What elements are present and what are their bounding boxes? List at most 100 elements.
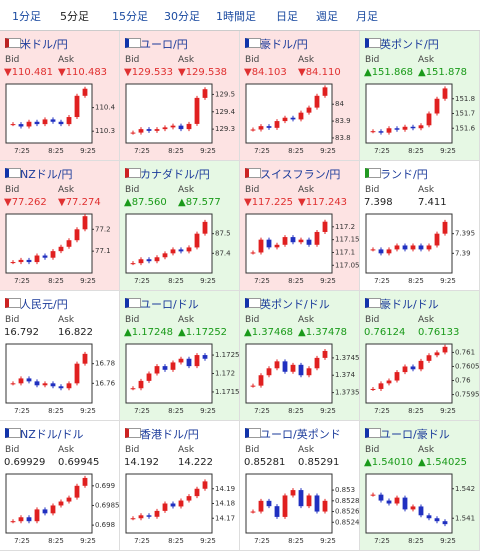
bid-label: Bid <box>245 445 260 455</box>
bid-label: Bid <box>245 315 260 325</box>
candle <box>250 511 256 513</box>
y-tick-label: 7.39 <box>455 249 471 257</box>
y-tick-label: 110.3 <box>95 127 115 135</box>
bid-label: Bid <box>5 185 20 195</box>
rate-cell[interactable]: 英ポンド/円 Bid Ask ▲151.868 ▲151.878 151.6 151.7 15… <box>360 31 480 161</box>
chart-frame <box>5 213 93 274</box>
candle <box>250 252 256 254</box>
rate-cell[interactable]: 豪ドル/ドル Bid Ask 0.76124 0.76133 0.7595 0.76 0.76… <box>360 291 480 421</box>
rate-cell[interactable]: 英ポンド/ドル Bid Ask ▲1.37468 ▲1.37478 1.3735 1.374… <box>240 291 360 421</box>
candle <box>194 355 200 367</box>
candle <box>442 221 448 234</box>
tab[interactable]: 月足 <box>356 10 378 23</box>
tab[interactable]: 日足 <box>276 10 298 23</box>
candle <box>370 249 376 251</box>
tab[interactable]: 15分足 <box>112 10 148 23</box>
bid-label: Bid <box>125 445 140 455</box>
ask-label: Ask <box>418 185 435 195</box>
x-tick-label: 7:25 <box>254 537 270 545</box>
y-tick-label: 129.4 <box>215 108 236 116</box>
y-tick-label: 0.699 <box>95 482 115 490</box>
rate-cell[interactable]: ユーロ/英ポンド Bid Ask 0.85281 0.85291 0.8524 0.8526… <box>240 421 360 551</box>
x-tick-label: 7:25 <box>14 537 30 545</box>
y-tick-label: 117.05 <box>335 261 360 269</box>
candle <box>434 98 440 114</box>
rate-cell[interactable]: ユーロ/豪ドル Bid Ask ▲1.54010 ▲1.54025 1.541 1.542 7… <box>360 421 480 551</box>
candle <box>386 249 392 254</box>
y-tick-label: 1.172 <box>215 370 235 378</box>
candle <box>162 127 168 130</box>
ask-label: Ask <box>298 55 315 65</box>
x-tick-label: 8:25 <box>408 537 424 545</box>
bid-value: ▲1.54010 <box>364 457 414 468</box>
ask-value: ▲1.17252 <box>178 327 228 338</box>
y-tick-label: 84 <box>335 100 344 108</box>
flag-icon <box>245 38 261 48</box>
chart-frame <box>125 343 213 404</box>
ask-value: ▲1.54025 <box>418 457 468 468</box>
candle <box>170 125 176 128</box>
candle <box>258 126 264 130</box>
mini-chart: 77.1 77.2 7:25 8:25 9:25 <box>5 213 111 285</box>
candle <box>410 506 416 510</box>
rate-cell[interactable]: ランド/円 Bid Ask 7.398 7.411 7.39 7.395 7:25 8:25 9:… <box>360 161 480 291</box>
ask-value: ▼110.483 <box>58 67 108 78</box>
tab[interactable]: 週足 <box>316 10 338 23</box>
rate-cell[interactable]: 香港ドル/円 Bid Ask 14.192 14.222 14.17 14.18 14.19 7… <box>120 421 240 551</box>
candle <box>162 366 168 370</box>
candle <box>282 237 288 245</box>
candle <box>290 364 296 372</box>
candle <box>266 239 272 248</box>
candle <box>10 262 16 264</box>
mini-chart: 0.698 0.6985 0.699 7:25 8:25 9:25 <box>5 473 120 545</box>
bid-label: Bid <box>125 315 140 325</box>
mini-chart: 1.1715 1.172 1.1725 7:25 8:25 9:25 <box>125 343 240 415</box>
x-tick-label: 7:25 <box>14 147 30 155</box>
flag-icon <box>5 298 21 308</box>
candle <box>290 490 296 496</box>
candle <box>138 259 144 264</box>
x-tick-label: 7:25 <box>374 537 390 545</box>
ask-label: Ask <box>58 315 75 325</box>
ask-label: Ask <box>178 55 195 65</box>
candle <box>162 503 168 511</box>
tab[interactable]: 1時間足 <box>216 10 256 23</box>
chart-frame <box>245 83 333 144</box>
tab[interactable]: 1分足 <box>12 10 41 23</box>
candle <box>298 112 304 120</box>
rate-cell[interactable]: カナダドル/円 Bid Ask ▲87.560 ▲87.577 87.4 87.5 7:25 8… <box>120 161 240 291</box>
candle <box>314 95 320 108</box>
candle <box>162 253 168 258</box>
candle <box>146 373 152 381</box>
bid-value: ▲1.17248 <box>124 327 174 338</box>
x-tick-label: 7:25 <box>254 277 270 285</box>
candle <box>266 368 272 376</box>
candle <box>202 481 208 489</box>
rate-cell[interactable]: 米ドル/円 Bid Ask ▼110.481 ▼110.483 110.3 110.4 7:2… <box>0 31 120 161</box>
tab[interactable]: 30分足 <box>164 10 200 23</box>
rate-cell[interactable]: ユーロ/ドル Bid Ask ▲1.17248 ▲1.17252 1.1715 1.172 1… <box>120 291 240 421</box>
rate-cell[interactable]: 豪ドル/円 Bid Ask ▼84.103 ▼84.110 83.8 83.9 84 7:25 8… <box>240 31 360 161</box>
rate-cell[interactable]: 人民元/円 Bid Ask 16.792 16.822 16.76 16.78 7:25 8:2… <box>0 291 120 421</box>
rate-cell[interactable]: NZドル/円 Bid Ask ▼77.262 ▼77.274 77.1 77.2 7:25 8:… <box>0 161 120 291</box>
rate-cell[interactable]: スイスフラン/円 Bid Ask ▼117.225 ▼117.243 117.05 117.… <box>240 161 360 291</box>
y-tick-label: 129.3 <box>215 125 235 133</box>
y-tick-label: 0.7595 <box>455 391 480 399</box>
candle <box>170 362 176 370</box>
y-tick-label: 0.853 <box>335 486 355 494</box>
rate-cell[interactable]: NZドル/ドル Bid Ask 0.69929 0.69945 0.698 0.6985 0.… <box>0 421 120 551</box>
x-tick-label: 8:25 <box>168 537 184 545</box>
y-tick-label: 151.7 <box>455 110 475 118</box>
tab[interactable]: 5分足 <box>60 10 89 23</box>
x-tick-label: 7:25 <box>134 147 150 155</box>
chart-frame <box>5 473 93 534</box>
candle <box>282 117 288 122</box>
x-tick-label: 9:25 <box>320 147 336 155</box>
bid-label: Bid <box>245 55 260 65</box>
candle <box>426 515 432 519</box>
candle <box>418 245 424 250</box>
candle <box>58 501 64 506</box>
candle <box>186 496 192 501</box>
y-tick-label: 0.761 <box>455 348 475 356</box>
rate-cell[interactable]: ユーロ/円 Bid Ask ▼129.533 ▼129.538 129.3 129.4 129… <box>120 31 240 161</box>
